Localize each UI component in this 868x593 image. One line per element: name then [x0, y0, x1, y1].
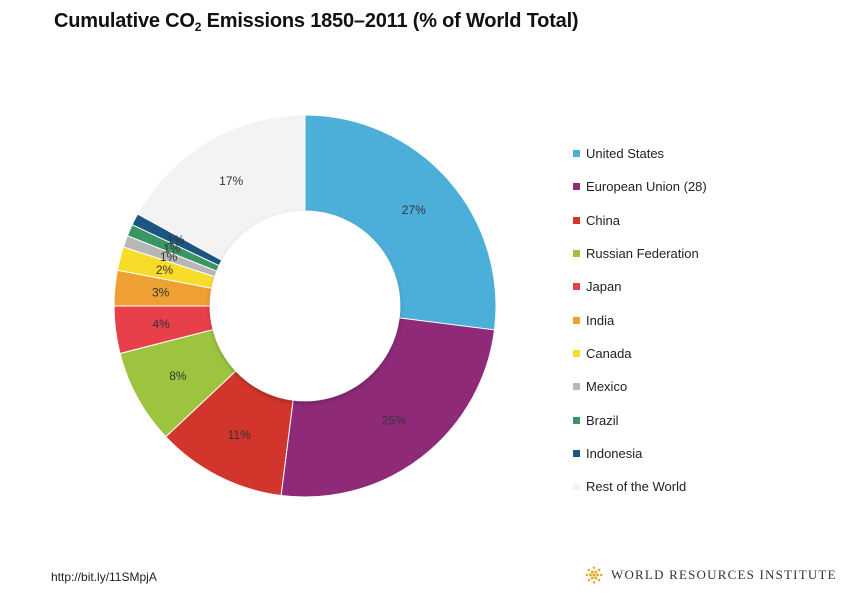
slice-label: 1%: [167, 233, 185, 247]
legend-swatch: [573, 150, 580, 158]
logo-dot: [585, 573, 589, 577]
legend-item: Canada: [573, 337, 833, 370]
slice-label: 25%: [382, 414, 406, 428]
chart-title: Cumulative CO2 Emissions 1850–2011 (% of…: [54, 10, 579, 34]
logo-dot: [599, 573, 603, 577]
legend-label: Russian Federation: [586, 246, 699, 262]
logo-dot: [590, 570, 594, 574]
legend: United States European Union (28) China Rus…: [573, 137, 833, 503]
legend-item: Rest of the World: [573, 470, 833, 503]
logo-dot: [592, 573, 596, 577]
logo-dot: [587, 578, 591, 582]
source-link[interactable]: http://bit.ly/11SMpjA: [51, 570, 157, 584]
organization-name: WORLD RESOURCES INSTITUTE: [611, 567, 837, 582]
legend-item: China: [573, 204, 833, 237]
legend-label: India: [586, 312, 615, 328]
logo-dot: [596, 573, 600, 577]
legend-swatch: [573, 349, 580, 357]
title-subscript: 2: [194, 20, 202, 34]
title-main: Cumulative CO: [54, 10, 195, 32]
donut-labels: 27%25%11%8%4%3%2%1%1%1%17%: [152, 174, 426, 442]
legend-swatch: [573, 449, 580, 457]
legend-item: European Union (28): [573, 170, 833, 203]
title-rest: Emissions 1850–2011 (% of World Total): [201, 10, 579, 32]
legend-label: Indonesia: [586, 445, 643, 461]
legend-swatch: [573, 183, 580, 191]
slice-label: 8%: [169, 369, 187, 383]
legend-swatch: [573, 416, 580, 424]
legend-label: United States: [586, 146, 665, 162]
slice-label: 11%: [228, 428, 251, 442]
legend-swatch: [573, 316, 580, 324]
wri-logo-icon: [585, 566, 603, 584]
legend-item: Indonesia: [573, 437, 833, 470]
legend-swatch: [573, 283, 580, 291]
logo-dot: [587, 568, 591, 572]
logo-dot: [590, 576, 594, 580]
logo-dot: [597, 568, 601, 572]
legend-item: Russian Federation: [573, 237, 833, 270]
legend-label: Brazil: [586, 412, 619, 428]
legend-label: Mexico: [586, 379, 628, 395]
slice-label: 3%: [152, 285, 170, 299]
legend-item: Mexico: [573, 370, 833, 403]
logo-dot: [594, 570, 598, 574]
legend-label: Japan: [586, 279, 622, 295]
legend-label: Rest of the World: [586, 479, 687, 495]
logo-dot: [594, 576, 598, 580]
legend-item: United States: [573, 137, 833, 170]
slice-label: 17%: [219, 174, 243, 188]
slice-label: 1%: [163, 241, 181, 255]
legend-label: Canada: [586, 345, 632, 361]
legend-label: China: [586, 212, 620, 228]
slice-label: 27%: [402, 203, 426, 217]
logo-dot: [588, 573, 592, 577]
logo-dot: [592, 566, 596, 570]
legend-item: Japan: [573, 270, 833, 303]
wri-brand: WORLD RESOURCES INSTITUTE: [585, 566, 837, 584]
legend-swatch: [573, 383, 580, 391]
legend-item: India: [573, 303, 833, 336]
legend-label: European Union (28): [586, 179, 707, 195]
donut-hole: [210, 211, 400, 401]
logo-dot: [592, 580, 596, 584]
slice-label: 4%: [152, 317, 170, 331]
donut-slices: [113, 114, 497, 498]
legend-swatch: [573, 216, 580, 224]
legend-item: Brazil: [573, 403, 833, 436]
legend-swatch: [573, 250, 580, 258]
slice-label: 1%: [160, 250, 178, 264]
slice-label: 2%: [156, 263, 174, 277]
logo-dot: [597, 578, 601, 582]
legend-swatch: [573, 483, 580, 491]
